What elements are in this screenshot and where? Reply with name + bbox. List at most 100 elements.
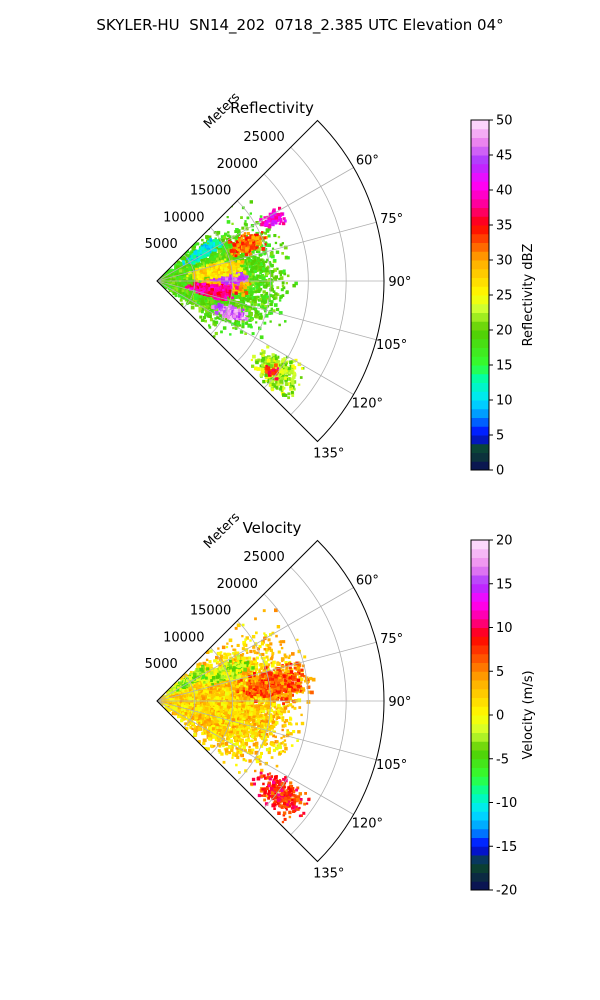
radar-gate [235, 302, 239, 306]
radar-gate [212, 320, 216, 323]
page-title: SKYLER-HU SN14_202 0718_2.385 UTC Elevat… [96, 16, 504, 34]
radar-gate [286, 274, 290, 278]
radar-gate [283, 245, 288, 250]
radar-gate [256, 256, 260, 260]
radar-gate [263, 298, 266, 301]
radar-gate [279, 296, 282, 300]
radar-gate [198, 309, 202, 313]
radar-gate [260, 253, 263, 256]
radar-gate [278, 299, 282, 302]
radar-gate [247, 270, 251, 274]
radar-gate [256, 262, 261, 267]
radar-gate [254, 307, 258, 311]
radar-gate [283, 272, 287, 276]
radar-gate [257, 303, 261, 307]
radar-gate [251, 228, 254, 232]
radar-gate [248, 272, 252, 276]
radar-gate [246, 294, 250, 298]
radar-gate [278, 323, 281, 327]
radar-gate [264, 305, 267, 308]
radar-gate [257, 289, 261, 293]
radar-gate [259, 215, 263, 218]
radar-gate [268, 261, 272, 264]
radar-gate [270, 300, 274, 304]
radar-gate [250, 303, 254, 306]
radar-gate [258, 265, 263, 270]
radar-gate [210, 299, 214, 303]
radar-gate [201, 310, 204, 314]
radar-gate [208, 326, 212, 329]
radar-gate [260, 302, 264, 306]
radar-gate [234, 324, 239, 329]
radar-gate [236, 257, 240, 261]
radar-gate [208, 314, 212, 318]
radar-gate [226, 299, 229, 303]
radar-gate [180, 295, 184, 299]
radar-gate [190, 305, 195, 310]
radar-gate [281, 294, 285, 297]
radar-gate [175, 294, 178, 297]
radar-gate [281, 281, 285, 285]
radar-gate [280, 288, 284, 292]
radar-gate [277, 235, 281, 239]
radar-gate [160, 283, 165, 288]
radar-gate [259, 335, 264, 340]
radar-gate [240, 305, 244, 309]
radar-gate [204, 296, 208, 300]
radar-gate [253, 302, 257, 306]
radar-gate [225, 255, 228, 259]
radar-gate [271, 270, 275, 274]
radar-gate [255, 321, 258, 324]
radar-gate [257, 258, 261, 262]
radar-gate [217, 249, 222, 254]
radar-gate [284, 320, 287, 323]
radar-gate [227, 231, 230, 234]
radar-gate [243, 264, 247, 268]
radar-gate [276, 286, 280, 289]
radar-gate [275, 250, 280, 254]
radar-gate [254, 310, 258, 314]
radar-gate [218, 317, 221, 320]
radar-gate [208, 305, 211, 308]
radar-gate [272, 290, 276, 293]
radar-gate [273, 234, 277, 238]
radar-gate [194, 293, 198, 298]
radar-gate [202, 316, 206, 320]
radar-gate [217, 248, 222, 252]
radar-gate [263, 299, 268, 304]
radar-gate [265, 273, 269, 277]
radar-gate [269, 252, 274, 256]
radar-gate [272, 309, 276, 313]
radar-gate [204, 298, 207, 301]
radar-gate [264, 260, 267, 264]
radar-gate [269, 320, 272, 323]
radar-gate [265, 295, 269, 298]
radar-gate [264, 241, 268, 244]
radar-gate [235, 228, 239, 232]
radar-gate [239, 330, 244, 334]
radar-gate [188, 267, 192, 271]
radar-gate [239, 253, 242, 257]
radar-gate [237, 305, 240, 308]
radar-gate [267, 243, 271, 247]
radar-gate [238, 296, 241, 300]
radar-gate [240, 216, 243, 219]
radar-gate [252, 307, 256, 311]
radar-gate [227, 248, 232, 252]
radar-gate [205, 308, 209, 313]
radar-gate [222, 326, 227, 330]
radar-gate [256, 310, 260, 314]
radar-gate [267, 234, 271, 238]
radar-gate [253, 255, 257, 259]
radar-gate [199, 315, 203, 319]
radar-gate [215, 259, 219, 263]
radar-gate [222, 236, 226, 240]
radar-gate [226, 216, 229, 219]
radar-gate [260, 274, 264, 278]
radar-gate [234, 327, 238, 330]
radar-gate [255, 264, 260, 269]
radar-gate [214, 320, 217, 324]
radar-gate [249, 305, 252, 309]
radar-gate [244, 220, 247, 223]
radar-gate [276, 267, 279, 271]
